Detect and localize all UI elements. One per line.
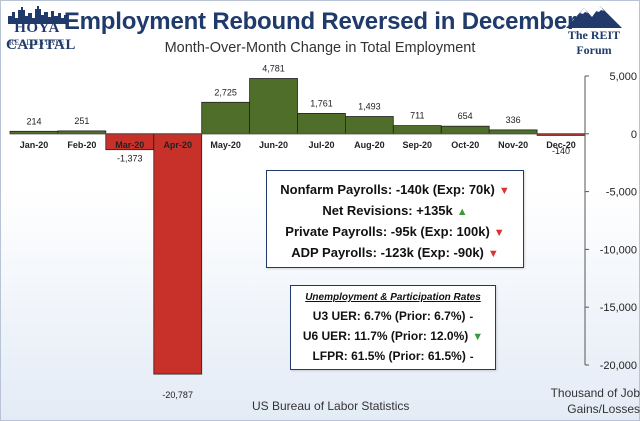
data-label: 214 [26, 116, 41, 126]
data-label: 1,493 [358, 102, 381, 112]
rates-summary-box: Unemployment & Participation Rates U3 UE… [290, 285, 496, 370]
rates-heading: Unemployment & Participation Rates [305, 292, 481, 303]
reit-forum-logo: The REIT Forum [552, 4, 636, 57]
hoya-capital-logo: HOYA CAPITAL REAL ESTATE [6, 4, 76, 58]
up-arrow-icon: ▲ [456, 206, 468, 218]
x-tick-label: Nov-20 [498, 140, 528, 150]
data-label: 654 [458, 111, 473, 121]
data-label: -140 [552, 146, 570, 156]
rate-row: LFPR: 61.5% (Prior: 61.5%) - [312, 349, 474, 363]
payroll-row: Private Payrolls: -95k (Exp: 100k) ▼ [285, 224, 505, 239]
x-tick-label: Mar-20 [115, 140, 144, 150]
x-tick-label: Dec-20 [546, 140, 576, 150]
data-label: 336 [506, 115, 521, 125]
data-label: 2,725 [214, 87, 237, 97]
y-tick-label: -15,000 [600, 302, 637, 314]
bar [153, 133, 203, 375]
bar [488, 129, 538, 135]
x-tick-label: Jun-20 [259, 140, 288, 150]
logo-left-line1: HOYA CAPITAL [6, 20, 76, 53]
flat-dash-icon: - [469, 311, 474, 323]
data-label: 4,781 [262, 64, 285, 74]
mountain-icon [566, 6, 622, 28]
y-axis-unit-line1: Thousand of Job [550, 386, 640, 400]
down-arrow-icon: ▼ [493, 227, 505, 239]
x-tick-label: Sep-20 [403, 140, 433, 150]
payroll-row: Net Revisions: +135k ▲ [322, 203, 468, 218]
logo-right-text: The REIT Forum [567, 28, 621, 57]
chart-subtitle: Month-Over-Month Change in Total Employm… [164, 40, 476, 56]
rate-row: U3 UER: 6.7% (Prior: 6.7%) - [312, 309, 474, 323]
payroll-row: Nonfarm Payrolls: -140k (Exp: 70k) ▼ [280, 182, 510, 197]
bar [249, 78, 298, 135]
x-tick-label: Feb-20 [67, 140, 96, 150]
y-tick-label: -5,000 [606, 187, 637, 199]
data-label: 711 [410, 111, 424, 121]
data-label: -20,787 [162, 390, 193, 400]
payroll-row: ADP Payrolls: -123k (Exp: -90k) ▼ [291, 245, 499, 260]
x-tick-label: Jul-20 [308, 140, 334, 150]
bar [344, 116, 394, 135]
data-label: 1,761 [310, 98, 333, 108]
down-arrow-icon: ▼ [498, 185, 510, 197]
x-tick-label: Aug-20 [354, 140, 385, 150]
skyline-icon [8, 6, 66, 24]
x-tick-label: Apr-20 [163, 140, 192, 150]
bar [440, 125, 490, 135]
bar [201, 101, 250, 135]
x-tick-label: Jan-20 [20, 140, 49, 150]
payroll-summary-box: Nonfarm Payrolls: -140k (Exp: 70k) ▼ Net … [266, 170, 524, 268]
y-tick-label: 5,000 [609, 71, 637, 83]
source-note: US Bureau of Labor Statistics [252, 399, 410, 413]
x-tick-label: May-20 [210, 140, 241, 150]
y-tick-label: 0 [631, 129, 637, 141]
y-axis-unit: Thousand of Job Gains/Losses [548, 385, 640, 417]
y-tick-label: -20,000 [600, 360, 637, 372]
logo-left-line2: REAL ESTATE [8, 38, 66, 47]
y-tick-label: -10,000 [600, 244, 637, 256]
flat-dash-icon: - [469, 351, 474, 363]
down-arrow-icon: ▼ [472, 331, 484, 343]
rate-row: U6 UER: 11.7% (Prior: 12.0%) ▼ [302, 329, 484, 343]
y-axis-unit-line2: Gains/Losses [567, 402, 640, 416]
bar [297, 113, 346, 135]
data-label: 251 [74, 116, 89, 126]
bar [392, 125, 442, 135]
down-arrow-icon: ▼ [487, 248, 499, 260]
data-label: -1,373 [117, 154, 143, 164]
x-tick-label: Oct-20 [451, 140, 479, 150]
chart-title: Employment Rebound Reversed in December [63, 8, 577, 35]
